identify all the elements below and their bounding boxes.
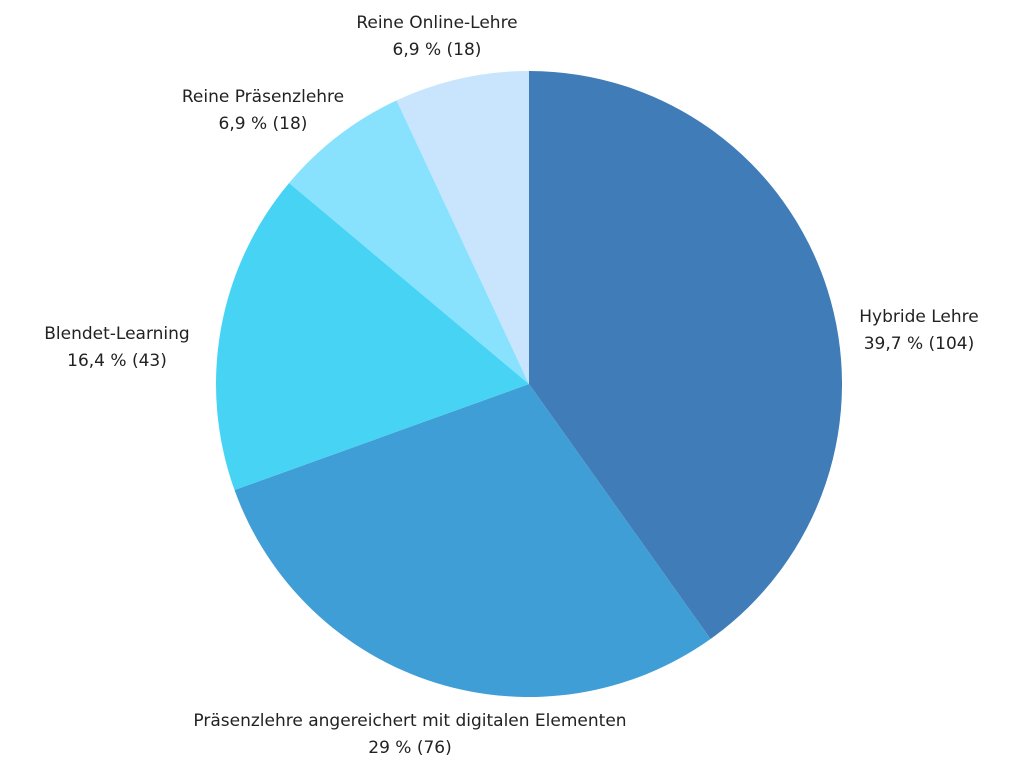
label-blendet-learning: Blendet-Learning 16,4 % (43)	[44, 324, 189, 371]
slice-label-name: Präsenzlehre angereichert mit digitalen …	[193, 711, 626, 731]
pie-slices	[216, 70, 843, 698]
pie-slice-0	[529, 71, 843, 639]
slice-label-value: 39,7 % (104)	[864, 334, 975, 354]
slice-label-name: Blendet-Learning	[44, 324, 189, 344]
pie-slice-3	[289, 100, 529, 385]
slice-label-name: Reine Präsenzlehre	[182, 87, 344, 107]
pie-slice-2	[216, 182, 530, 491]
slice-label-value: 6,9 % (18)	[393, 40, 482, 60]
pie-slice-1	[234, 384, 711, 698]
label-praesenzlehre-digital: Präsenzlehre angereichert mit digitalen …	[193, 711, 626, 758]
slice-label-value: 29 % (76)	[368, 738, 452, 758]
slice-label-value: 6,9 % (18)	[219, 114, 308, 134]
pie-slice-4	[396, 70, 529, 384]
slice-label-name: Hybride Lehre	[859, 307, 978, 327]
label-reine-praesenzlehre: Reine Präsenzlehre 6,9 % (18)	[182, 87, 344, 134]
slice-label-value: 16,4 % (43)	[67, 351, 167, 371]
slice-label-name: Reine Online-Lehre	[356, 13, 517, 33]
label-hybride-lehre: Hybride Lehre 39,7 % (104)	[859, 307, 978, 354]
label-reine-online-lehre: Reine Online-Lehre 6,9 % (18)	[356, 13, 517, 60]
